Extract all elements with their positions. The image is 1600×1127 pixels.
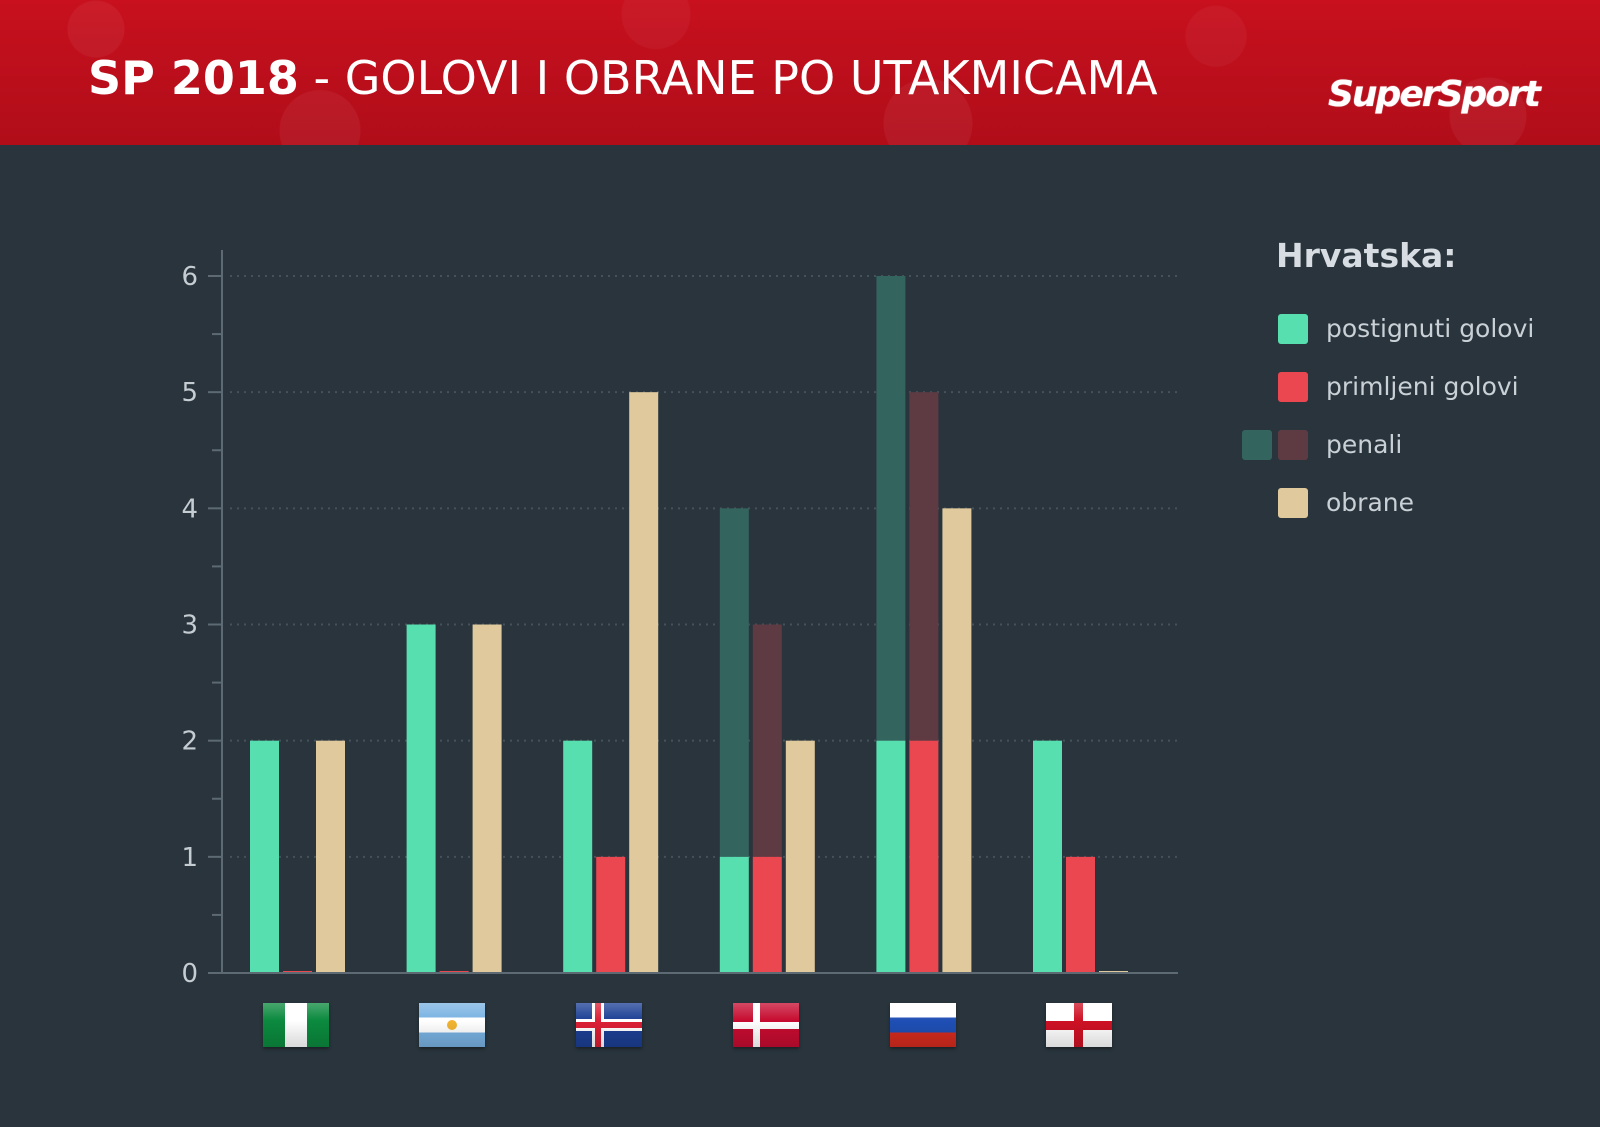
bar-goals-scored: [406, 624, 436, 973]
legend-swatch-goals-conceded: [1278, 372, 1308, 402]
y-tick-label: 0: [181, 959, 198, 989]
legend-label: obrane: [1326, 488, 1414, 517]
bar-goals-conceded: [596, 856, 626, 973]
bar-goals-conceded: [1066, 856, 1095, 973]
cross-h: [1046, 1021, 1112, 1030]
legend-swatch-saves: [1278, 488, 1308, 518]
iceland-flag-icon: [576, 1003, 642, 1047]
bar-saves: [316, 740, 345, 973]
bar-goals-conceded: [752, 856, 782, 973]
flag-shine: [733, 1003, 799, 1047]
cross-red-h: [576, 1022, 642, 1028]
y-tick-label: 5: [181, 378, 198, 408]
header-pattern: [0, 0, 1600, 145]
bar-goals-scored: [1033, 740, 1062, 973]
bar-goals-scored: [719, 856, 749, 973]
legend-swatch-goals-scored: [1278, 314, 1308, 344]
supersport-logo: SuperSport: [1328, 74, 1541, 115]
bar-penalties-scored: [876, 276, 906, 741]
page-title: SP 2018 - GOLOVI I OBRANE PO UTAKMICAMA: [88, 46, 1158, 110]
england-flag-icon: [1046, 1003, 1112, 1047]
y-tick-label: 6: [181, 262, 198, 292]
bar-saves: [785, 740, 815, 973]
bar-saves: [472, 624, 502, 973]
flag-shine: [263, 1003, 329, 1047]
legend-title: Hrvatska:: [1276, 236, 1457, 275]
title-strong: SP 2018: [88, 51, 299, 105]
bar-penalties-conceded: [752, 624, 782, 857]
bar-goals-scored: [250, 740, 279, 973]
y-tick-label: 4: [181, 494, 198, 524]
legend-swatch-penalties-conceded: [1278, 430, 1308, 460]
bars: [250, 276, 1128, 974]
bar-goals-scored: [876, 740, 906, 973]
bar-penalties-conceded: [909, 392, 939, 741]
legend-label: postignuti golovi: [1326, 314, 1535, 343]
legend-label: penali: [1326, 430, 1403, 459]
y-tick-label: 1: [181, 843, 198, 873]
sun-icon: [447, 1020, 457, 1030]
legend-label: primljeni golovi: [1326, 372, 1519, 401]
y-axis-ticks: 0 1 2 3 4 5 6: [181, 262, 222, 989]
flag-shine: [419, 1003, 485, 1047]
header-banner: SP 2018 - GOLOVI I OBRANE PO UTAKMICAMA …: [0, 0, 1600, 145]
flag-shine: [576, 1003, 642, 1047]
denmark-flag-icon: [733, 1003, 799, 1047]
bar-saves: [629, 392, 659, 974]
bar-saves: [942, 508, 972, 973]
flag-shine: [1046, 1003, 1112, 1047]
y-tick-label: 3: [181, 611, 198, 641]
axes: [208, 250, 1178, 974]
bar-goals-scored: [563, 740, 593, 973]
flag-shine: [890, 1003, 956, 1047]
russia-flag-icon: [890, 1003, 956, 1047]
nigeria-flag-icon: [263, 1003, 329, 1047]
title-rest: - GOLOVI I OBRANE PO UTAKMICAMA: [298, 51, 1158, 105]
argentina-flag-icon: [419, 1003, 485, 1047]
cross-h: [733, 1022, 799, 1029]
y-tick-label: 2: [181, 727, 198, 757]
legend-swatch-penalties-scored: [1242, 430, 1272, 460]
bar-penalties-scored: [719, 508, 749, 857]
bar-goals-conceded: [909, 740, 939, 973]
